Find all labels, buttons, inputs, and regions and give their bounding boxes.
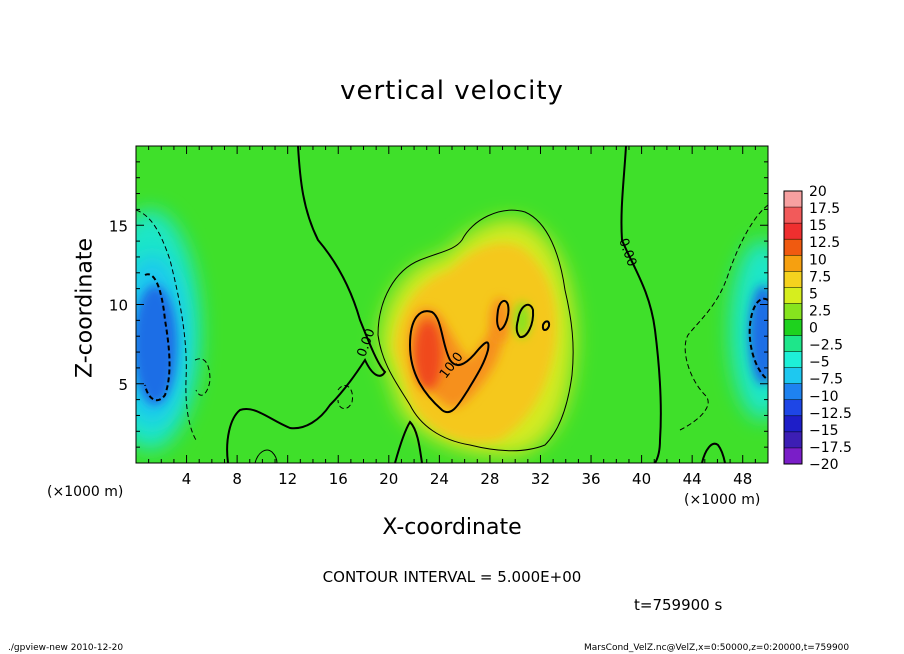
footer-source: MarsCond_VelZ.nc@VelZ,x=0:50000,z=0:2000… — [584, 643, 850, 653]
x-unit-label-right: (×1000 m) — [684, 492, 761, 508]
contour-10-pocket — [515, 303, 535, 338]
contours-positive-thin — [254, 209, 574, 463]
colorbar-swatch — [784, 255, 802, 272]
y-tick-label: 15 — [109, 217, 128, 235]
zero-contour-bottom-mid — [394, 420, 423, 463]
neg-contour-left-inner — [144, 273, 171, 402]
colorbar-swatch — [784, 447, 802, 465]
colorbar-label: 5 — [809, 286, 818, 302]
time-label: t=759900 s — [634, 596, 723, 614]
negative-core-left — [136, 285, 177, 405]
y-axis: 5 10 15 — [109, 161, 768, 448]
x-tick-label: 16 — [329, 470, 348, 488]
x-axis: 4 8 12 16 20 24 28 32 36 40 44 48 — [148, 146, 756, 488]
negative-core-right — [749, 285, 768, 385]
contour-interval-text: CONTOUR INTERVAL = 5.000E+00 — [322, 568, 582, 586]
colorbar-label: 20 — [809, 184, 827, 200]
colorbar-swatch — [784, 303, 802, 320]
neg-contour-left-outer — [136, 209, 197, 441]
colorbar-swatch — [784, 319, 802, 337]
contours-zero — [226, 146, 726, 463]
colorbar-swatch — [784, 191, 802, 208]
contour-5-bottom-left — [254, 449, 278, 463]
colorbar-swatch — [784, 223, 802, 240]
colorbar-swatch — [784, 335, 802, 353]
contour-10-core — [408, 310, 490, 413]
contour-5-plume — [377, 209, 574, 452]
plume-green-pocket — [514, 302, 530, 338]
chart-title: vertical velocity — [340, 76, 564, 106]
colorbar-label: 12.5 — [809, 235, 840, 251]
colorbar-label: 17.5 — [809, 201, 840, 217]
colorbar-label: −20 — [809, 457, 839, 473]
zero-contour-left — [226, 146, 387, 463]
x-tick-label: 32 — [531, 470, 550, 488]
x-tick-label: 48 — [733, 470, 752, 488]
contour-10-dot — [541, 320, 551, 331]
x-tick-label: 40 — [632, 470, 651, 488]
colorbar-label: 2.5 — [809, 303, 831, 319]
contours-negative — [136, 204, 768, 441]
colorbar-label: 7.5 — [809, 269, 831, 285]
contours-positive-thick — [408, 299, 551, 413]
neg-contour-mid — [337, 385, 354, 409]
colorbar-swatch — [784, 383, 802, 401]
colorbar-label: −15 — [809, 423, 839, 439]
y-axis-label: Z-coordinate — [72, 238, 98, 378]
x-tick-label: 4 — [182, 470, 192, 488]
x-tick-label: 28 — [480, 470, 499, 488]
colorbar-label: 15 — [809, 218, 827, 234]
colorbar-label: −12.5 — [809, 406, 852, 422]
x-tick-label: 8 — [232, 470, 242, 488]
x-tick-label: 20 — [379, 470, 398, 488]
x-tick-label: 24 — [430, 470, 449, 488]
plot-field — [136, 146, 768, 463]
plume-core-right — [490, 298, 510, 342]
colorbar-label: −10 — [809, 389, 839, 405]
neg-contour-right-outer — [679, 204, 768, 431]
colorbar-swatch — [784, 287, 802, 304]
colorbar-swatch — [784, 271, 802, 288]
zero-contour-bottom-right — [701, 442, 726, 463]
contour-10-small — [496, 299, 510, 332]
colorbar-swatch — [784, 431, 802, 449]
colorbar-swatch — [784, 207, 802, 224]
x-axis-label: X-coordinate — [382, 515, 522, 540]
colorbar-swatch — [784, 415, 802, 433]
colorbar-swatch — [784, 367, 802, 385]
colorbar-swatch — [784, 399, 802, 417]
colorbar-label: −5 — [809, 355, 830, 371]
y-tick-label: 10 — [109, 297, 128, 315]
x-tick-label: 12 — [278, 470, 297, 488]
negative-region-left — [136, 210, 200, 450]
colorbar-label: −17.5 — [809, 440, 852, 456]
x-unit-label-left: (×1000 m) — [47, 484, 124, 500]
footer-program-date: ./gpview-new 2010-12-20 — [8, 643, 124, 653]
neg-contour-left-small — [194, 358, 211, 396]
zero-contour-right — [620, 146, 662, 463]
colorbar-swatch — [784, 351, 802, 369]
plume-core-red — [414, 320, 442, 390]
y-tick-label: 5 — [118, 376, 128, 394]
x-tick-label: 36 — [581, 470, 600, 488]
colorbar-swatch — [784, 239, 802, 256]
colorbar-label: −2.5 — [809, 338, 843, 354]
colorbar-frame — [783, 190, 803, 465]
neg-contour-right-inner — [748, 297, 768, 381]
colorbar-label: −7.5 — [809, 372, 843, 388]
colorbar-label: 0 — [809, 321, 818, 337]
colorbar-label: 10 — [809, 252, 827, 268]
x-tick-label: 44 — [683, 470, 702, 488]
